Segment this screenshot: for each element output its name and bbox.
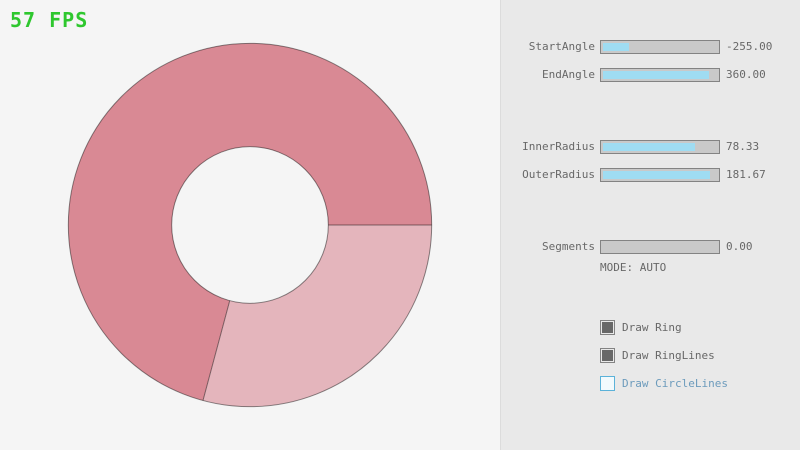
checkbox-icon[interactable] [600,376,615,391]
checkbox-label: Draw RingLines [622,349,715,362]
outer-radius-label: OuterRadius [522,168,595,181]
checkbox-icon[interactable] [600,320,615,335]
slider-fill [603,71,710,79]
segments-value: 0.00 [726,240,753,253]
slider-fill [603,171,711,179]
mode-text: MODE: AUTO [600,261,667,274]
inner-radius-label: InnerRadius [522,140,595,153]
checkbox-icon[interactable] [600,348,615,363]
segments-label: Segments [542,240,595,253]
checkbox-label: Draw Ring [622,321,682,334]
outer-radius-value: 181.67 [726,168,766,181]
start-angle-label: StartAngle [528,40,595,53]
checkbox-draw-ringlines[interactable]: Draw RingLines [600,348,715,363]
fps-counter: 57 FPS [10,8,89,32]
end-angle-label: EndAngle [542,68,595,81]
start-angle-value: -255.00 [726,40,773,53]
slider-fill [603,43,629,51]
checkbox-draw-circlelines[interactable]: Draw CircleLines [600,376,728,391]
end-angle-value: 360.00 [726,68,766,81]
slider-fill [603,143,696,151]
checkbox-draw-ring[interactable]: Draw Ring [600,320,682,335]
ring-chart [67,42,433,408]
inner-radius-value: 78.33 [726,140,760,153]
inner-radius-slider[interactable] [600,140,720,154]
checkbox-label: Draw CircleLines [622,377,728,390]
segments-slider[interactable] [600,240,720,254]
outer-radius-slider[interactable] [600,168,720,182]
start-angle-slider[interactable] [600,40,720,54]
end-angle-slider[interactable] [600,68,720,82]
